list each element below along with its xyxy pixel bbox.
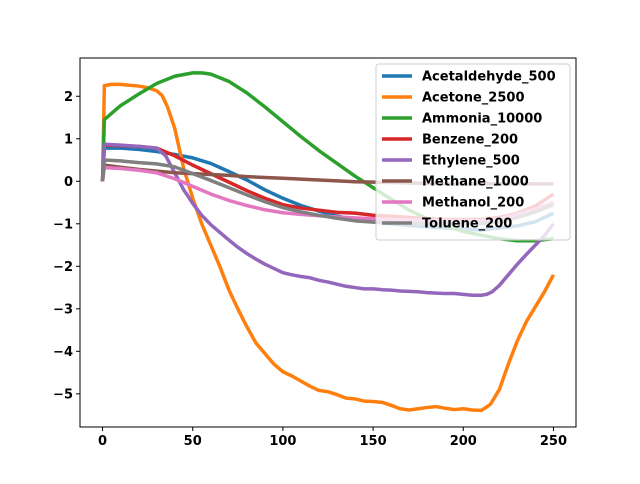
y-tick-label: 2: [64, 90, 73, 105]
x-tick-label: 100: [269, 434, 296, 449]
x-tick-label: 150: [360, 434, 387, 449]
legend-label-methanol-200: Methanol_200: [422, 196, 524, 211]
y-tick-label: −5: [53, 387, 73, 402]
legend-label-ethylene-500: Ethylene_500: [422, 154, 520, 169]
x-tick-label: 200: [450, 434, 477, 449]
legend-label-toluene-200: Toluene_200: [422, 217, 512, 232]
plot-frame: [79, 57, 577, 428]
y-tick-label: −1: [53, 217, 73, 232]
legend-box: [375, 63, 571, 241]
y-axis: 2 1 0 −1 −2 −3 −4 −5: [53, 90, 80, 402]
x-tick-label: 250: [540, 434, 567, 449]
y-tick-label: 0: [64, 175, 73, 190]
x-axis: 0 50 100 150 200 250: [98, 427, 567, 449]
y-tick-label: −3: [53, 302, 73, 317]
legend: Acetaldehyde_500 Acetone_2500 Ammonia_1000…: [375, 63, 571, 241]
x-tick-label: 0: [98, 434, 107, 449]
legend-label-methane-1000: Methane_1000: [422, 175, 529, 190]
y-tick-label: −4: [53, 345, 73, 360]
x-tick-label: 50: [184, 434, 202, 449]
series-line-ethylene-500: [100, 142, 555, 297]
series-line-acetone-2500: [100, 82, 555, 413]
legend-label-acetaldehyde-500: Acetaldehyde_500: [422, 70, 556, 85]
y-tick-label: −2: [53, 260, 73, 275]
legend-label-acetone-2500: Acetone_2500: [422, 91, 524, 106]
legend-label-ammonia-10000: Ammonia_10000: [422, 112, 542, 127]
legend-label-benzene-200: Benzene_200: [422, 133, 518, 148]
y-tick-label: 1: [64, 132, 73, 147]
